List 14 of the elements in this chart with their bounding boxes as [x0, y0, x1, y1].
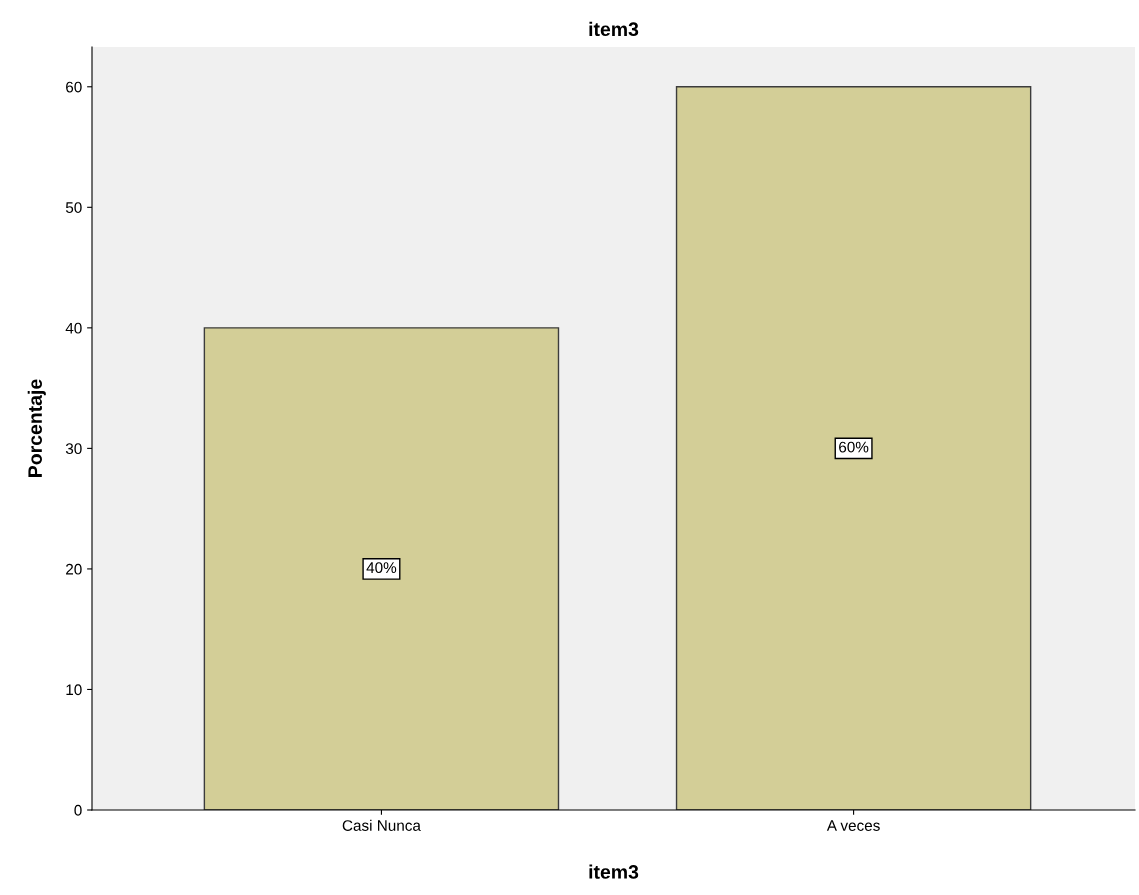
x-tick-label: A veces — [826, 820, 880, 831]
data-label: 60% — [839, 441, 869, 453]
data-label: 40% — [366, 562, 397, 574]
y-tick-label: 20 — [66, 563, 82, 575]
y-tick-label: 10 — [66, 684, 82, 696]
chart-title: item3 — [589, 21, 639, 37]
y-tick-label: 30 — [65, 443, 82, 455]
x-axis-title: item3 — [589, 864, 639, 879]
y-tick-label: 60 — [66, 81, 82, 93]
y-tick-label: 40 — [65, 322, 82, 334]
y-axis-title: Porcentaje — [27, 379, 46, 477]
y-tick-label: 50 — [65, 202, 82, 213]
x-tick-label: Casi Nunca — [342, 819, 421, 831]
y-tick-label: 0 — [74, 804, 82, 816]
